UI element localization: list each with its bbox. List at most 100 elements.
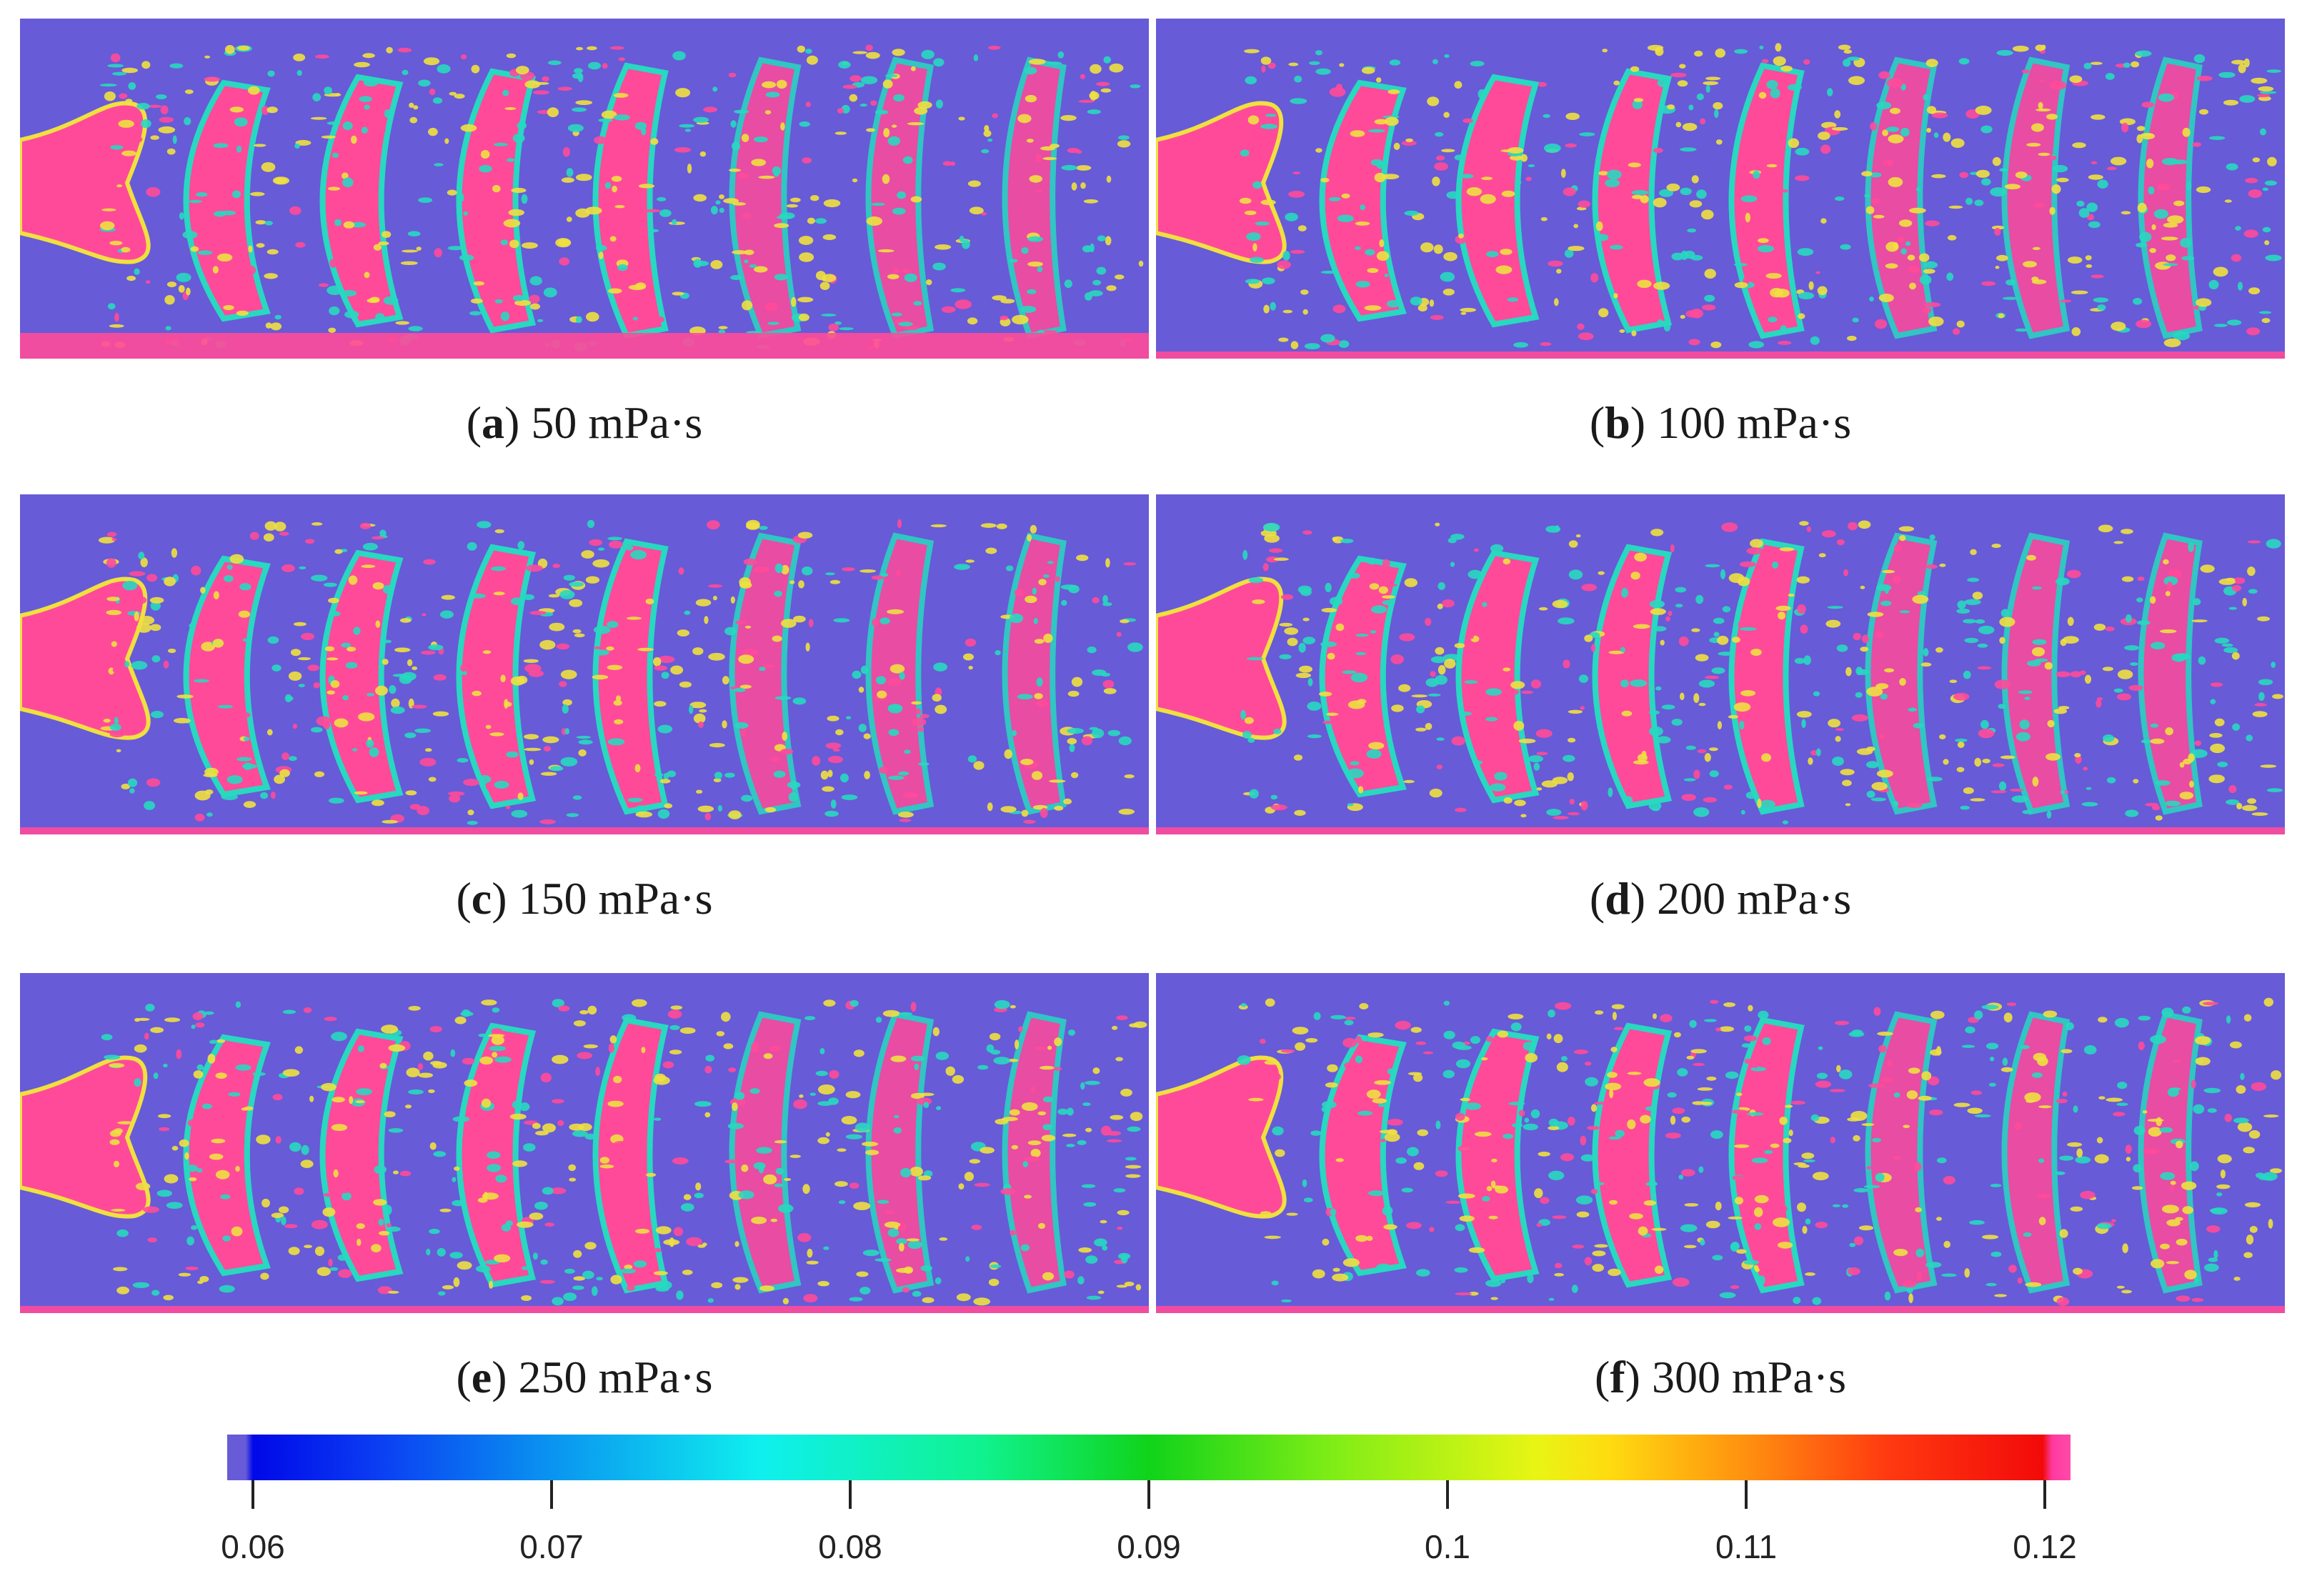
speckle [880, 617, 890, 624]
speckle [524, 80, 541, 89]
speckle [871, 575, 885, 580]
speckle [132, 1282, 150, 1288]
speckle [497, 1200, 505, 1205]
speckle [1307, 678, 1313, 687]
speckle [870, 100, 877, 106]
speckle [522, 594, 534, 601]
speckle [1543, 114, 1550, 118]
speckle [798, 313, 809, 321]
speckle-layer [99, 44, 1144, 352]
speckle [2258, 311, 2272, 314]
speckle [348, 575, 358, 585]
speckle [387, 1290, 399, 1294]
speckle [988, 1278, 1000, 1287]
speckle [718, 326, 728, 329]
speckle [1027, 289, 1037, 294]
speckle [2136, 319, 2152, 329]
speckle [741, 728, 747, 737]
speckle [1573, 224, 1578, 229]
speckle [1043, 633, 1053, 643]
speckle [412, 704, 427, 709]
speckle [2210, 682, 2223, 687]
speckle [323, 720, 330, 730]
speckle [1240, 709, 1247, 720]
speckle [2023, 261, 2037, 268]
speckle [495, 1174, 507, 1183]
speckle [2031, 123, 2044, 132]
speckle [954, 564, 970, 570]
speckle [1478, 89, 1486, 99]
speckle [935, 99, 943, 109]
speckle [179, 212, 184, 220]
speckle [1840, 769, 1855, 776]
speckle [1030, 524, 1037, 534]
speckle [849, 94, 858, 102]
speckle [1395, 1157, 1407, 1164]
speckle [1974, 1010, 1983, 1019]
speckle [390, 706, 405, 714]
speckle [845, 1091, 861, 1099]
speckle [365, 1076, 378, 1082]
speckle [552, 1099, 564, 1104]
vortex-band [456, 68, 537, 334]
speckle [1380, 1139, 1386, 1142]
speckle [1021, 247, 1029, 254]
speckle [1265, 998, 1275, 1007]
speckle [1370, 630, 1377, 634]
speckle [1693, 769, 1700, 779]
speckle [1675, 587, 1687, 593]
speckle [2086, 202, 2098, 212]
speckle [2088, 221, 2101, 229]
speckle [1835, 728, 1844, 732]
speckle [1867, 612, 1884, 617]
speckle [1880, 600, 1892, 607]
speckle [1645, 1106, 1657, 1111]
speckle [1028, 59, 1046, 65]
speckle [2098, 1096, 2106, 1099]
speckle [2233, 1277, 2241, 1281]
speckle [1855, 667, 1863, 676]
speckle [614, 205, 625, 209]
speckle [2032, 777, 2039, 787]
speckle [614, 719, 624, 724]
speckle [1861, 1123, 1875, 1127]
speckle [2246, 1235, 2254, 1245]
speckle [1797, 1202, 1806, 1212]
contour-panel-e [20, 973, 1149, 1313]
speckle [1100, 1220, 1107, 1224]
speckle [1999, 617, 2016, 627]
speckle [478, 1033, 488, 1037]
speckle [1335, 84, 1343, 91]
vortex-band [592, 1017, 669, 1294]
speckle [956, 1293, 971, 1302]
speckle [2098, 524, 2113, 532]
speckle [695, 1182, 702, 1191]
speckle [1118, 809, 1135, 815]
speckle [112, 71, 126, 76]
speckle [378, 241, 389, 246]
speckle [2252, 157, 2261, 163]
speckle [639, 1275, 644, 1285]
speckle [2251, 812, 2268, 816]
speckle [1796, 576, 1810, 584]
speckle [933, 662, 947, 672]
speckle [1878, 1044, 1887, 1053]
speckle [166, 1202, 183, 1209]
speckle [186, 287, 191, 296]
bottom-layer [1156, 351, 2285, 359]
speckle [2004, 184, 2021, 190]
speckle [2033, 202, 2046, 209]
speckle [1010, 1004, 1016, 1009]
speckle [1866, 687, 1883, 697]
speckle [1387, 1129, 1397, 1135]
speckle [1327, 1064, 1338, 1072]
speckle [98, 537, 116, 544]
speckle [1779, 547, 1794, 552]
speckle [608, 288, 622, 294]
speckle [1097, 1290, 1105, 1295]
speckle [517, 792, 524, 800]
speckle [197, 250, 213, 255]
speckle [1382, 559, 1390, 568]
speckle [2148, 1127, 2162, 1137]
speckle [523, 659, 539, 663]
